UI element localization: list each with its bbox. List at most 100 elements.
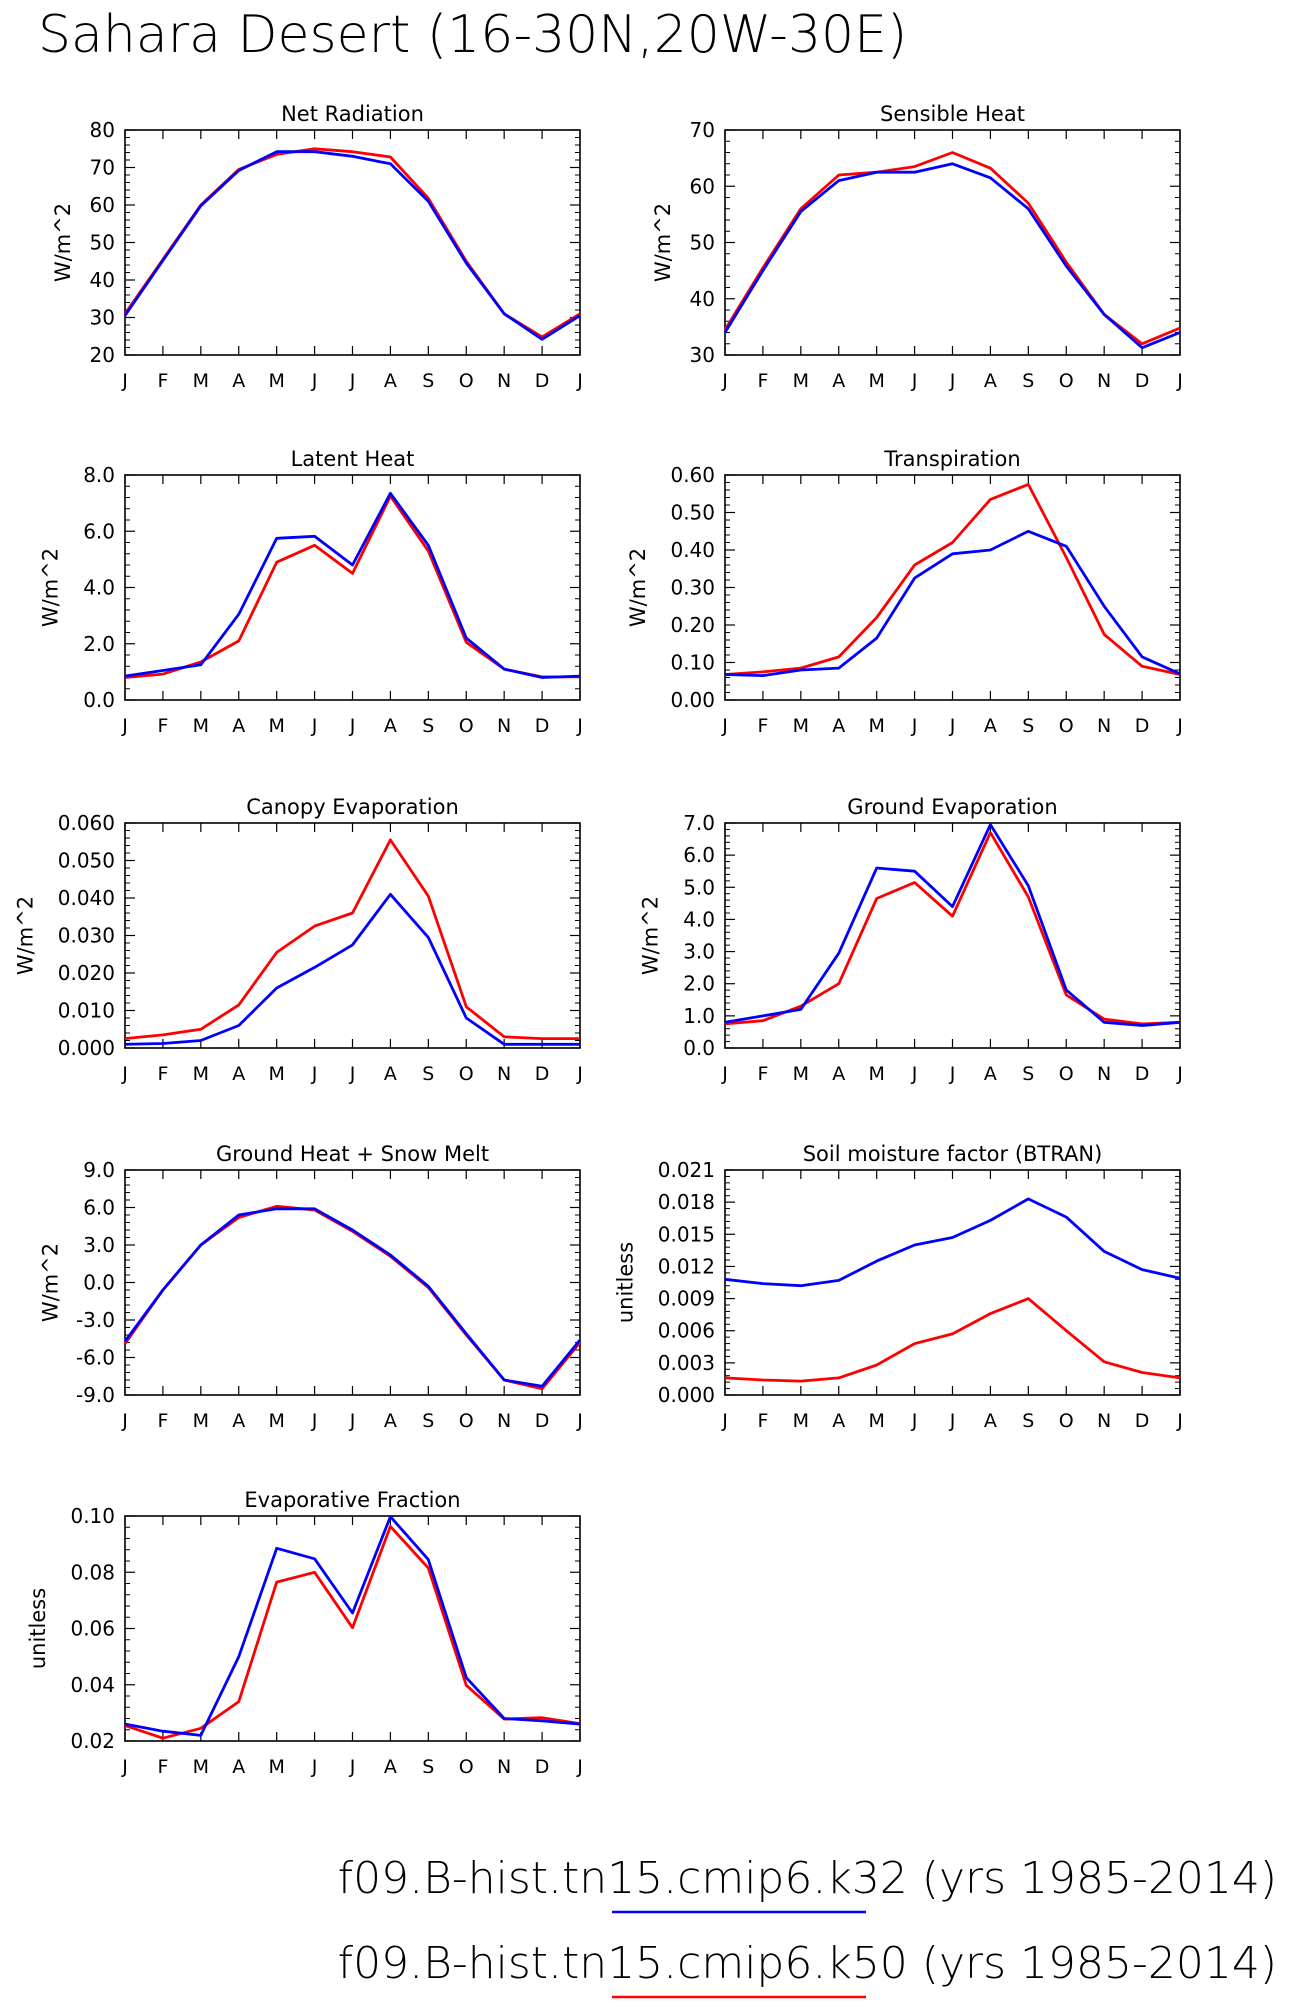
x-tick-label: M [268, 1410, 284, 1432]
x-tick-label: S [422, 1756, 434, 1778]
x-tick-label: J [721, 1410, 728, 1432]
y-tick-label: 1.0 [683, 1004, 715, 1028]
panel-title: Ground Evaporation [847, 795, 1057, 819]
x-tick-label: A [984, 715, 997, 737]
x-tick-label: S [422, 1063, 434, 1085]
x-tick-label: J [721, 370, 728, 392]
x-tick-label: N [497, 1063, 511, 1085]
series-line-f09-b-hist-tn15-cmip6-k50 [724, 482, 1181, 676]
plot-frame [724, 822, 1181, 1049]
y-tick-label: 0.012 [658, 1254, 715, 1278]
y-tick-label: 0.10 [670, 651, 715, 675]
x-tick-label: F [157, 370, 168, 392]
x-tick-label: M [268, 715, 284, 737]
x-tick-label: J [576, 370, 583, 392]
legend-label-k50: f09.B-hist.tn15.cmip6.k50 (yrs 1985-2014… [338, 1938, 1277, 1989]
plot-frame [724, 474, 1181, 701]
series-line-f09-b-hist-tn15-cmip6-k32 [724, 1197, 1181, 1288]
x-tick-label: M [268, 1063, 284, 1085]
y-tick-label: 0.0 [83, 688, 115, 712]
x-tick-label: F [157, 1063, 168, 1085]
x-tick-label: J [949, 715, 956, 737]
x-tick-label: J [349, 370, 356, 392]
x-tick-label: J [721, 715, 728, 737]
plot-frame [124, 129, 581, 356]
y-tick-label: 3.0 [683, 940, 715, 964]
panel-latent-heat: J F M A M J J A S O N D J 0.0 2.0 4.0 6.0 8.0 Latent Heat W… [39, 447, 583, 737]
panel-transpiration: J F M A M J J A S O N D J 0.00 0.10 0.20 0.30 0.40 0.50 0.6… [626, 447, 1183, 737]
x-tick-label: A [984, 370, 997, 392]
y-tick-label: -9.0 [76, 1383, 115, 1407]
x-tick-label: M [868, 1410, 884, 1432]
legend-label-k32: f09.B-hist.tn15.cmip6.k32 (yrs 1985-2014… [338, 1853, 1277, 1904]
y-axis-label: W/m^2 [39, 1243, 63, 1322]
y-tick-label: 50 [690, 231, 715, 255]
series-line-f09-b-hist-tn15-cmip6-k32 [124, 491, 581, 679]
y-axis-label: unitless [26, 1588, 50, 1669]
x-tick-label: M [868, 715, 884, 737]
panel-soil-moisture-factor: J F M A M J J A S O N D J 0.000 0.003 0.006 0.009 0.012 0.… [614, 1142, 1183, 1432]
legend: f09.B-hist.tn15.cmip6.k32 (yrs 1985-2014… [338, 1853, 1277, 1999]
x-tick-label: J [311, 1756, 318, 1778]
x-tick-label: J [576, 1063, 583, 1085]
panel-title: Canopy Evaporation [246, 795, 459, 819]
y-tick-label: 0.0 [683, 1036, 715, 1060]
x-tick-label: M [868, 1063, 884, 1085]
x-tick-label: F [757, 1063, 768, 1085]
x-tick-label: D [535, 1063, 550, 1085]
y-tick-label: 0.10 [70, 1504, 115, 1528]
x-tick-label: D [535, 715, 550, 737]
y-tick-label: 0.030 [58, 924, 115, 948]
plot-frame [124, 822, 581, 1049]
panel-title: Transpiration [883, 447, 1020, 471]
x-tick-label: A [384, 1756, 397, 1778]
y-axis-label: unitless [614, 1242, 638, 1323]
y-tick-label: 0.050 [58, 849, 115, 873]
y-tick-label: 0.30 [670, 576, 715, 600]
x-tick-label: J [349, 1756, 356, 1778]
x-tick-label: N [497, 1410, 511, 1432]
x-tick-label: J [911, 1063, 918, 1085]
x-tick-label: F [157, 715, 168, 737]
y-tick-label: 0.00 [670, 688, 715, 712]
series-line-f09-b-hist-tn15-cmip6-k50 [124, 1525, 581, 1740]
x-tick-label: N [1097, 715, 1111, 737]
x-tick-label: J [1176, 715, 1183, 737]
panel-title: Soil moisture factor (BTRAN) [803, 1142, 1103, 1166]
y-tick-label: 2.0 [683, 972, 715, 996]
y-tick-label: 2.0 [83, 632, 115, 656]
x-tick-label: J [311, 370, 318, 392]
x-tick-label: M [793, 715, 809, 737]
y-tick-label: 8.0 [83, 463, 115, 487]
y-tick-label: 0.003 [658, 1351, 715, 1375]
x-tick-label: D [535, 1410, 550, 1432]
x-tick-label: N [497, 715, 511, 737]
series-line-f09-b-hist-tn15-cmip6-k50 [724, 831, 1181, 1026]
x-tick-label: A [832, 1410, 845, 1432]
y-tick-label: 30 [90, 306, 115, 330]
x-tick-label: J [311, 1063, 318, 1085]
series-line-f09-b-hist-tn15-cmip6-k50 [123, 1204, 582, 1391]
x-tick-label: J [911, 370, 918, 392]
x-tick-label: D [1135, 1410, 1150, 1432]
panel-sensible-heat: J F M A M J J A S O N D J 30 40 50 60 70 Sensible Heat W/m^… [651, 102, 1183, 392]
x-tick-label: A [232, 1410, 245, 1432]
series-line-f09-b-hist-tn15-cmip6-k32 [123, 1207, 582, 1388]
x-tick-label: J [949, 370, 956, 392]
x-tick-label: A [232, 715, 245, 737]
x-tick-label: S [1022, 370, 1034, 392]
series-line-f09-b-hist-tn15-cmip6-k32 [723, 162, 1181, 350]
x-tick-label: N [1097, 1063, 1111, 1085]
x-tick-label: D [1135, 370, 1150, 392]
x-tick-label: S [1022, 715, 1034, 737]
y-tick-label: 9.0 [83, 1158, 115, 1182]
y-tick-label: 70 [90, 156, 115, 180]
y-tick-label: 0.000 [658, 1383, 715, 1407]
series-line-f09-b-hist-tn15-cmip6-k32 [123, 150, 581, 341]
y-axis-label: W/m^2 [51, 203, 75, 282]
x-tick-label: O [1059, 1410, 1074, 1432]
y-tick-label: 60 [90, 193, 115, 217]
x-tick-label: J [721, 1063, 728, 1085]
x-tick-label: O [1059, 370, 1074, 392]
x-tick-label: M [193, 1063, 209, 1085]
